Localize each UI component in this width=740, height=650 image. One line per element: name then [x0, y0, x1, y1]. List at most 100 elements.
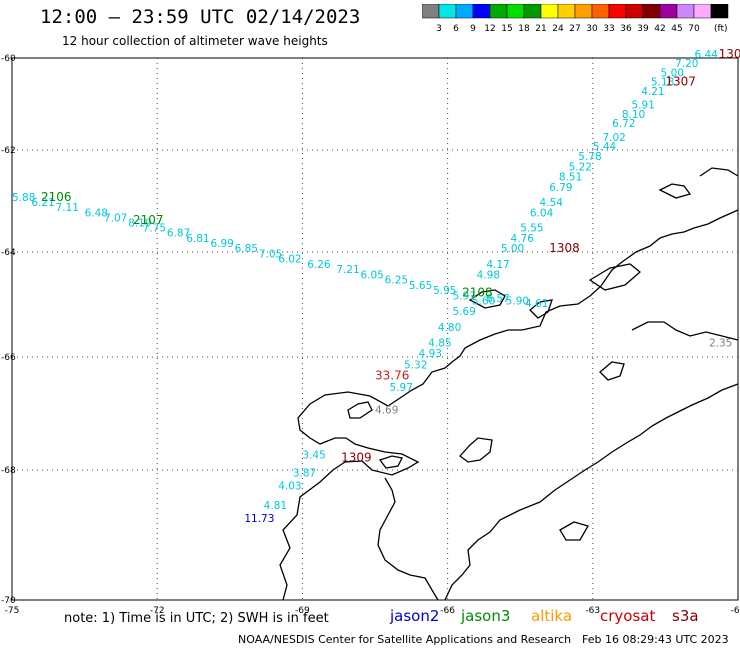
colorbar-tick-label: 9 [470, 24, 476, 34]
pass-label: 1308 [549, 241, 580, 255]
legend-altika: altika [531, 607, 573, 625]
swh-label: 4.81 [264, 500, 287, 512]
swh-label: 6.21 [31, 197, 54, 209]
swh-label: 6.99 [210, 238, 233, 250]
swh-label: 4.93 [419, 348, 442, 360]
swh-label: 6.04 [530, 207, 554, 219]
lon-tick-label: -75 [5, 606, 20, 616]
swh-label: 7.20 [675, 58, 698, 70]
legend-cryosat: cryosat [600, 607, 656, 625]
swh-label: 6.79 [549, 182, 572, 194]
colorbar-tick-label: 33 [603, 24, 614, 34]
lon-tick-label: -72 [150, 606, 165, 616]
swh-label: 5.22 [569, 161, 592, 173]
colorbar-tick-label: 39 [637, 24, 649, 34]
units-note: note: 1) Time is in UTC; 2) SWH is in fe… [64, 611, 329, 626]
pass-label: 2106 [41, 190, 72, 204]
colorbar-tick-label: 3 [436, 24, 442, 34]
pass-number-labels: 1306 1307 2106 2107 1308 2108 33.76 1309 [41, 47, 740, 465]
colorbar-tick-label: 30 [586, 24, 598, 34]
swh-label: 7.21 [336, 264, 359, 276]
colorbar-unit: (ft) [714, 24, 728, 34]
pass-label: 1307 [665, 75, 696, 89]
pass-label: 2108 [462, 286, 493, 300]
coastline [279, 167, 739, 601]
swh-label: 6.05 [360, 269, 383, 281]
swh-label: 3.87 [293, 468, 316, 480]
swh-label: 4.98 [477, 269, 500, 281]
colorbar-tick-label: 70 [688, 24, 700, 34]
swh-label: 5.97 [390, 382, 413, 394]
swh-label: 7.75 [143, 223, 166, 235]
swh-label: 8.51 [559, 172, 582, 184]
swh-label: 4.21 [641, 86, 664, 98]
colorbar-tick-label: 6 [453, 24, 459, 34]
swh-label: 6.87 [167, 228, 190, 240]
pass-label: 33.76 [375, 369, 409, 383]
swh-label: 5.95 [433, 285, 456, 297]
colorbar-tick-label: 12 [484, 24, 495, 34]
wave-height-labels: 6.447.205.005.184.215.918.106.727.025.44… [12, 49, 732, 525]
colorbar-tick-label: 45 [671, 24, 682, 34]
colorbar-tick-label: 15 [501, 24, 512, 34]
lat-tick-label: -66 [1, 353, 16, 363]
credit-line: NOAA/NESDIS Center for Satellite Applica… [238, 633, 572, 646]
colorbar-swatch [710, 4, 729, 19]
swh-label: 2.35 [709, 338, 732, 350]
swh-label: 7.02 [602, 132, 625, 144]
lon-tick-label: -69 [295, 606, 310, 616]
swh-label: 6.02 [278, 254, 301, 266]
lon-tick-label: -60 [731, 606, 740, 616]
colorbar-tick-label: 21 [535, 24, 546, 34]
swh-label: 6.57 [486, 293, 509, 305]
swh-label: 6.44 [694, 49, 718, 61]
map-frame [11, 57, 739, 601]
swh-label: 6.48 [85, 207, 108, 219]
swh-label: 5.60 [472, 296, 495, 308]
lat-tick-label: -62 [1, 146, 16, 156]
lon-tick-label: -66 [440, 606, 455, 616]
swh-label: 6.81 [186, 233, 209, 245]
graticule [12, 58, 738, 600]
swh-label: 4.03 [278, 481, 301, 493]
legend-jason2: jason2 [390, 607, 440, 625]
swh-label: 3.45 [302, 450, 325, 462]
colorbar-tick-label: 36 [620, 24, 632, 34]
swh-label: 4.76 [511, 233, 535, 245]
lat-tick-label: -60 [1, 54, 16, 64]
swh-label: 5.00 [501, 243, 524, 255]
swh-label: 5.55 [520, 223, 543, 235]
swh-label: 5.78 [578, 151, 601, 163]
swh-label: 5.69 [452, 306, 475, 318]
swh-label: 4.54 [540, 197, 564, 209]
lon-tick-label: -63 [585, 606, 600, 616]
legend-jason3: jason3 [461, 607, 511, 625]
colorbar-tick-label: 18 [518, 24, 530, 34]
pass-label: 1309 [341, 451, 372, 465]
swh-label: 5.32 [404, 359, 427, 371]
lat-tick-label: -64 [1, 248, 16, 258]
lat-tick-label: -68 [1, 466, 16, 476]
pass-label: 1306 [719, 47, 740, 61]
swh-label: 4.69 [375, 405, 398, 417]
swh-label: 7.07 [104, 212, 127, 224]
swh-label: 6.72 [612, 118, 635, 130]
wave-height-colorbar: 3 6 9 12 15 18 21 24 27 30 33 36 39 42 45 70 (ft) [422, 4, 729, 34]
lat-tick-label: -70 [1, 596, 16, 606]
legend-s3a: s3a [672, 607, 699, 625]
swh-label: 6.85 [235, 243, 258, 255]
swh-label: 7.11 [56, 202, 79, 214]
swh-label: 4.80 [438, 322, 461, 334]
swh-label: 5.18 [651, 77, 674, 89]
swh-label: 8.10 [622, 109, 645, 121]
generation-timestamp: Feb 16 08:29:43 UTC 2023 [582, 633, 729, 646]
swh-label: 11.73 [244, 513, 274, 525]
swh-label: 5.00 [661, 67, 684, 79]
swh-label: 6.26 [307, 259, 331, 271]
swh-label: 5.90 [506, 296, 529, 308]
swh-label: 4.85 [428, 338, 451, 350]
swh-label: 6.25 [385, 275, 408, 287]
colorbar-tick-label: 42 [654, 24, 665, 34]
colorbar-tick-label: 24 [552, 24, 564, 34]
